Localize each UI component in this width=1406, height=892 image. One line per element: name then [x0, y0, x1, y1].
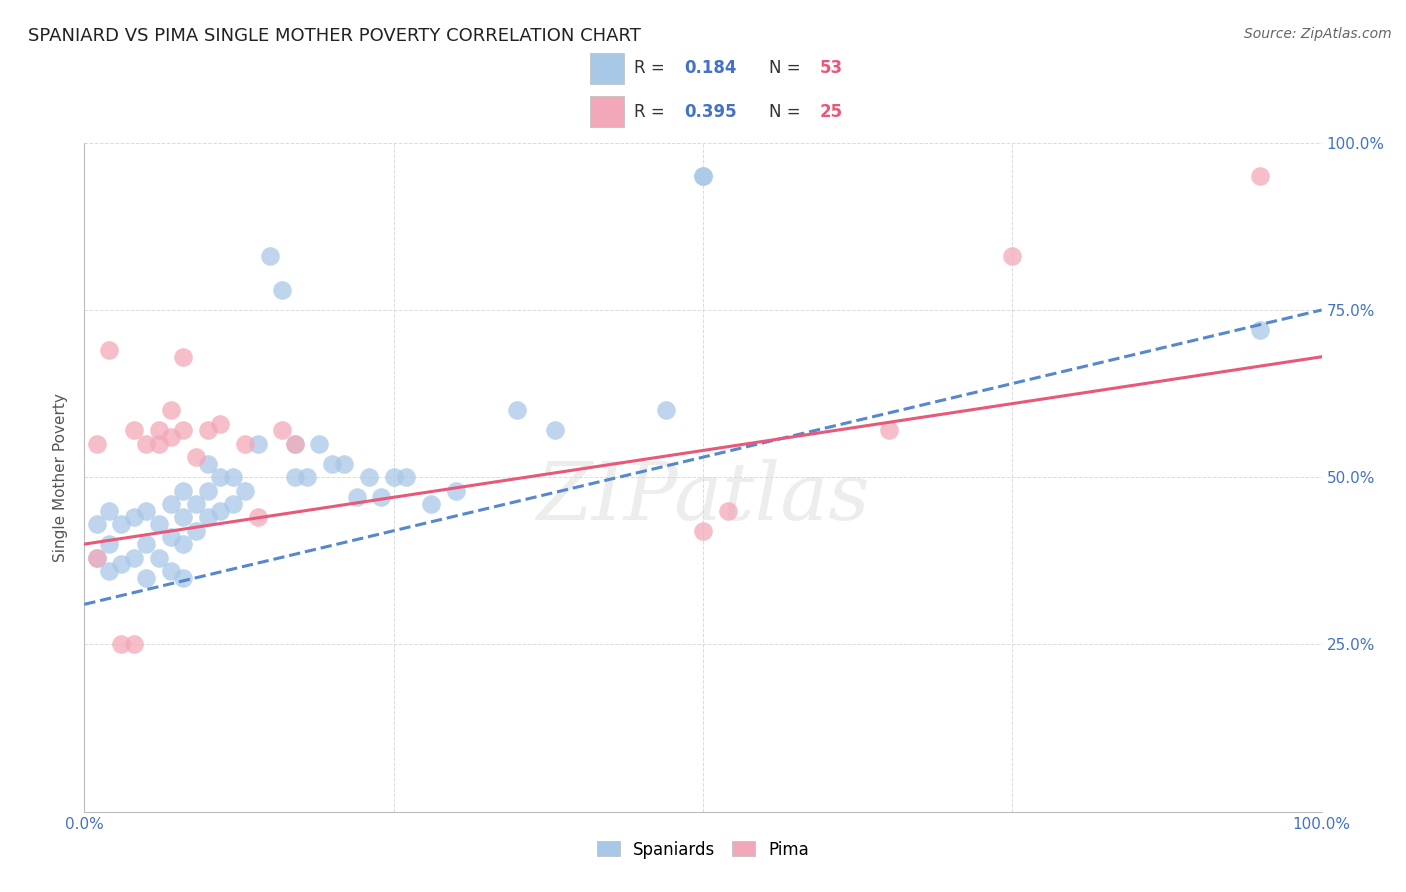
Point: [333, 457, 356, 471]
Point: [284, 470, 307, 484]
Point: [197, 424, 219, 438]
Point: [246, 436, 269, 450]
Point: [246, 510, 269, 524]
Point: [271, 424, 294, 438]
Point: [110, 557, 132, 572]
Point: [184, 524, 207, 538]
Point: [86, 550, 108, 565]
Point: [284, 436, 307, 450]
Point: [172, 510, 194, 524]
Point: [122, 550, 145, 565]
Point: [148, 424, 170, 438]
Point: [135, 571, 157, 585]
Point: [419, 497, 441, 511]
Point: [98, 564, 121, 578]
Point: [148, 436, 170, 450]
Point: [122, 637, 145, 651]
Point: [346, 490, 368, 504]
Point: [184, 450, 207, 464]
Point: [148, 550, 170, 565]
Point: [284, 436, 307, 450]
Point: [692, 524, 714, 538]
Point: [197, 457, 219, 471]
Point: [160, 403, 183, 417]
Text: 53: 53: [820, 59, 842, 77]
Text: Source: ZipAtlas.com: Source: ZipAtlas.com: [1244, 27, 1392, 41]
Point: [295, 470, 318, 484]
Point: [543, 424, 565, 438]
Point: [110, 516, 132, 531]
Point: [197, 483, 219, 498]
Text: N =: N =: [769, 103, 806, 121]
Point: [1249, 169, 1271, 184]
Point: [877, 424, 900, 438]
Y-axis label: Single Mother Poverty: Single Mother Poverty: [53, 392, 69, 562]
Point: [271, 283, 294, 297]
Point: [160, 497, 183, 511]
Point: [135, 503, 157, 517]
Point: [209, 470, 232, 484]
Text: 25: 25: [820, 103, 842, 121]
Point: [506, 403, 529, 417]
Point: [148, 516, 170, 531]
Point: [357, 470, 380, 484]
Point: [86, 516, 108, 531]
Point: [382, 470, 405, 484]
Point: [233, 436, 256, 450]
Point: [98, 503, 121, 517]
Point: [209, 503, 232, 517]
Point: [172, 424, 194, 438]
Text: ZIPatlas: ZIPatlas: [536, 458, 870, 536]
Text: R =: R =: [634, 59, 671, 77]
Point: [1001, 250, 1024, 264]
Point: [98, 537, 121, 551]
Point: [655, 403, 678, 417]
Point: [135, 436, 157, 450]
Point: [321, 457, 343, 471]
Point: [197, 510, 219, 524]
Point: [395, 470, 418, 484]
Point: [1249, 323, 1271, 337]
Point: [717, 503, 740, 517]
Point: [692, 169, 714, 184]
Point: [160, 430, 183, 444]
Point: [692, 169, 714, 184]
Text: R =: R =: [634, 103, 671, 121]
Text: N =: N =: [769, 59, 806, 77]
Point: [98, 343, 121, 358]
Point: [222, 470, 245, 484]
Point: [122, 510, 145, 524]
Point: [259, 250, 281, 264]
Point: [172, 483, 194, 498]
Bar: [591, 53, 624, 84]
Point: [444, 483, 467, 498]
Point: [209, 417, 232, 431]
Legend: Spaniards, Pima: Spaniards, Pima: [588, 832, 818, 867]
Point: [86, 550, 108, 565]
Point: [160, 564, 183, 578]
Point: [308, 436, 330, 450]
Point: [172, 571, 194, 585]
Bar: [591, 96, 624, 127]
Point: [135, 537, 157, 551]
Text: SPANIARD VS PIMA SINGLE MOTHER POVERTY CORRELATION CHART: SPANIARD VS PIMA SINGLE MOTHER POVERTY C…: [28, 27, 641, 45]
Text: 0.184: 0.184: [685, 59, 737, 77]
Point: [370, 490, 392, 504]
Point: [233, 483, 256, 498]
Point: [122, 424, 145, 438]
Point: [160, 530, 183, 544]
Point: [172, 350, 194, 364]
Text: 0.395: 0.395: [685, 103, 737, 121]
Point: [184, 497, 207, 511]
Point: [172, 537, 194, 551]
Point: [86, 436, 108, 450]
Point: [110, 637, 132, 651]
Point: [222, 497, 245, 511]
